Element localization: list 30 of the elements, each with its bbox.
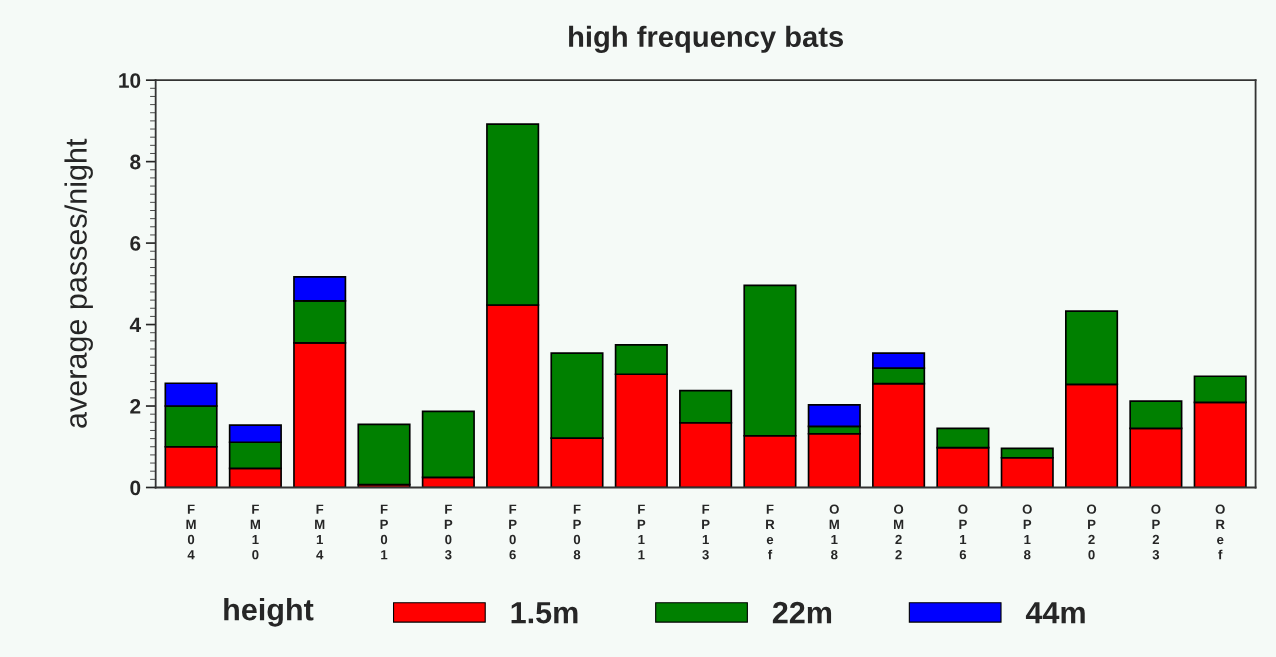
x-tick-label: OP20 xyxy=(1086,504,1097,560)
x-tick-label: FP13 xyxy=(702,504,710,560)
y-tick-label: 10 xyxy=(119,73,141,88)
x-tick-label: FP11 xyxy=(637,504,646,560)
x-tick-label: FP01 xyxy=(380,504,388,560)
legend-label: 22m xyxy=(772,601,832,624)
x-tick-label: FRef xyxy=(766,504,775,560)
x-tick-label: OM22 xyxy=(893,504,904,560)
y-tick-label: 0 xyxy=(130,480,141,496)
legend-title: height xyxy=(224,598,314,627)
legend-label: 44m xyxy=(1025,602,1085,624)
chart-title: high frequency bats xyxy=(569,25,844,53)
y-tick-label: 6 xyxy=(130,236,141,251)
bar xyxy=(357,423,411,486)
legend-label: 1.5m xyxy=(511,602,578,624)
x-tick-label: FP03 xyxy=(444,504,453,560)
x-tick-label: FM04 xyxy=(186,504,196,560)
y-axis-title: average passes/night xyxy=(64,138,93,428)
x-tick-label: ORef xyxy=(1215,504,1225,560)
x-tick-label: FP08 xyxy=(573,504,581,560)
x-tick-label: OP23 xyxy=(1151,504,1161,560)
x-tick-label: OM18 xyxy=(829,504,839,560)
y-tick-label: 4 xyxy=(129,317,141,333)
y-tick-label: 8 xyxy=(130,154,141,170)
x-tick-label: OP16 xyxy=(958,504,968,560)
y-tick-label: 2 xyxy=(130,399,141,414)
x-tick-label: OP18 xyxy=(1022,504,1032,560)
x-tick-label: FM14 xyxy=(315,504,325,560)
x-tick-label: FP06 xyxy=(509,504,517,560)
x-tick-label: FM10 xyxy=(250,504,260,560)
